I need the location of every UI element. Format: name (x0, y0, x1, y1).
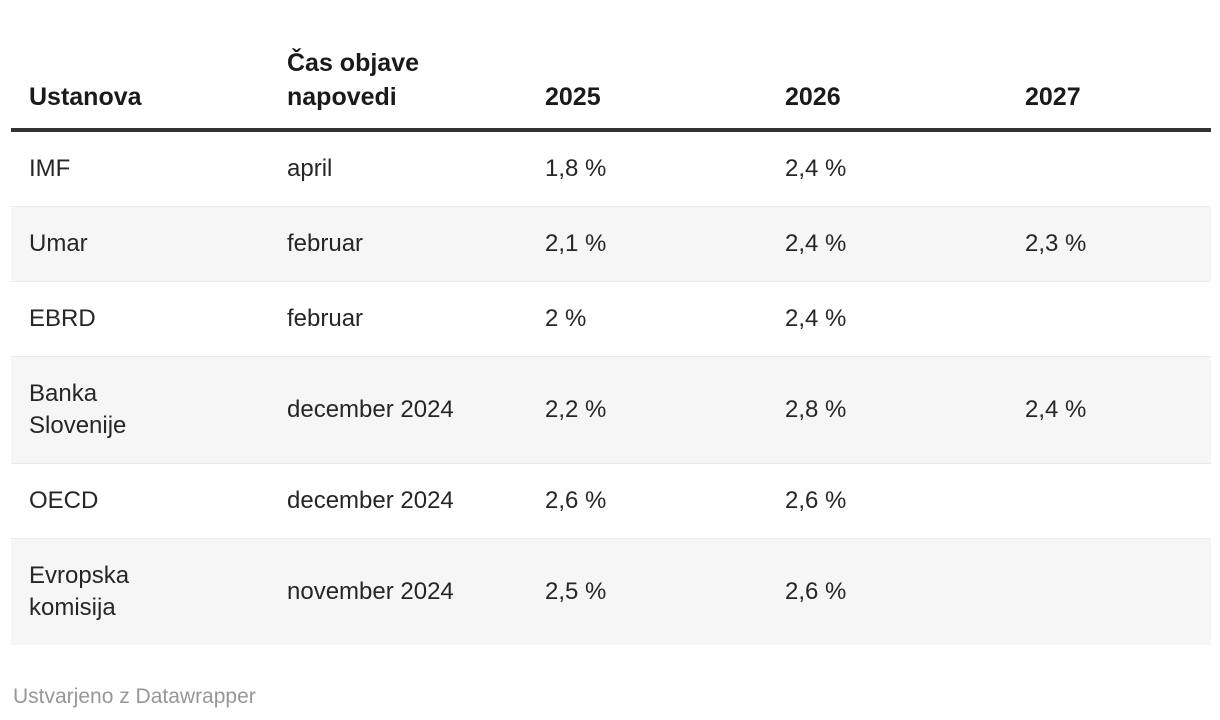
cell-2027 (1007, 282, 1211, 357)
cell-cas-objave: februar (287, 230, 364, 257)
cell-cas-objave: november 2024 (287, 578, 454, 605)
cell-2025: 2,6 % (545, 487, 607, 514)
column-header-ustanova: Ustanova (29, 83, 142, 111)
column-header-2026: 2026 (785, 83, 841, 111)
table-row-banka-slovenije: Banka Slovenije december 2024 2,2 % 2,8 … (11, 356, 1211, 464)
cell-2027: 2,3 % (1025, 230, 1087, 257)
cell-cas-objave: december 2024 (287, 487, 454, 514)
table-body: IMF april 1,8 % 2,4 % Umar februar 2,1 %… (11, 130, 1211, 645)
cell-2027 (1007, 464, 1211, 539)
cell-cas-objave: februar (287, 305, 364, 332)
table-row-oecd: OECD december 2024 2,6 % 2,6 % (11, 463, 1211, 539)
cell-ustanova: Umar (29, 230, 88, 257)
cell-2026: 2,4 % (785, 155, 847, 182)
cell-2026: 2,6 % (785, 487, 847, 514)
cell-cas-objave: april (287, 155, 333, 182)
cell-2027 (1007, 130, 1211, 207)
cell-2025: 2,1 % (545, 230, 607, 257)
column-header-2027: 2027 (1025, 83, 1081, 111)
table-header: Ustanova Čas objave napovedi 2025 2026 2… (11, 0, 1211, 130)
cell-2026: 2,8 % (785, 396, 847, 423)
cell-ustanova: IMF (29, 155, 71, 182)
table-row-umar: Umar februar 2,1 % 2,4 % 2,3 % (11, 206, 1211, 282)
header-row: Ustanova Čas objave napovedi 2025 2026 2… (11, 0, 1211, 130)
cell-cas-objave: december 2024 (287, 396, 454, 423)
cell-2026: 2,4 % (785, 230, 847, 257)
forecast-table: Ustanova Čas objave napovedi 2025 2026 2… (11, 0, 1211, 645)
cell-2025: 2 % (545, 305, 587, 332)
table-row-evropska-komisija: Evropska komisija november 2024 2,5 % 2,… (11, 538, 1211, 646)
cell-ustanova: Evropska komisija (29, 562, 130, 621)
cell-ustanova: EBRD (29, 305, 96, 332)
cell-ustanova: OECD (29, 487, 99, 514)
cell-2025: 2,5 % (545, 578, 607, 605)
column-header-cas-objave-napovedi: Čas objave napovedi (287, 49, 420, 111)
cell-2026: 2,6 % (785, 578, 847, 605)
cell-ustanova: Banka Slovenije (29, 380, 127, 439)
table-row-ebrd: EBRD februar 2 % 2,4 % (11, 281, 1211, 357)
table-row-imf: IMF april 1,8 % 2,4 % (11, 130, 1211, 207)
cell-2025: 2,2 % (545, 396, 607, 423)
datawrapper-credit-link[interactable]: Ustvarjeno z Datawrapper (13, 685, 256, 708)
cell-2027: 2,4 % (1025, 396, 1087, 423)
cell-2025: 1,8 % (545, 155, 607, 182)
cell-2027 (1007, 539, 1211, 646)
cell-2026: 2,4 % (785, 305, 847, 332)
column-header-2025: 2025 (545, 83, 601, 111)
